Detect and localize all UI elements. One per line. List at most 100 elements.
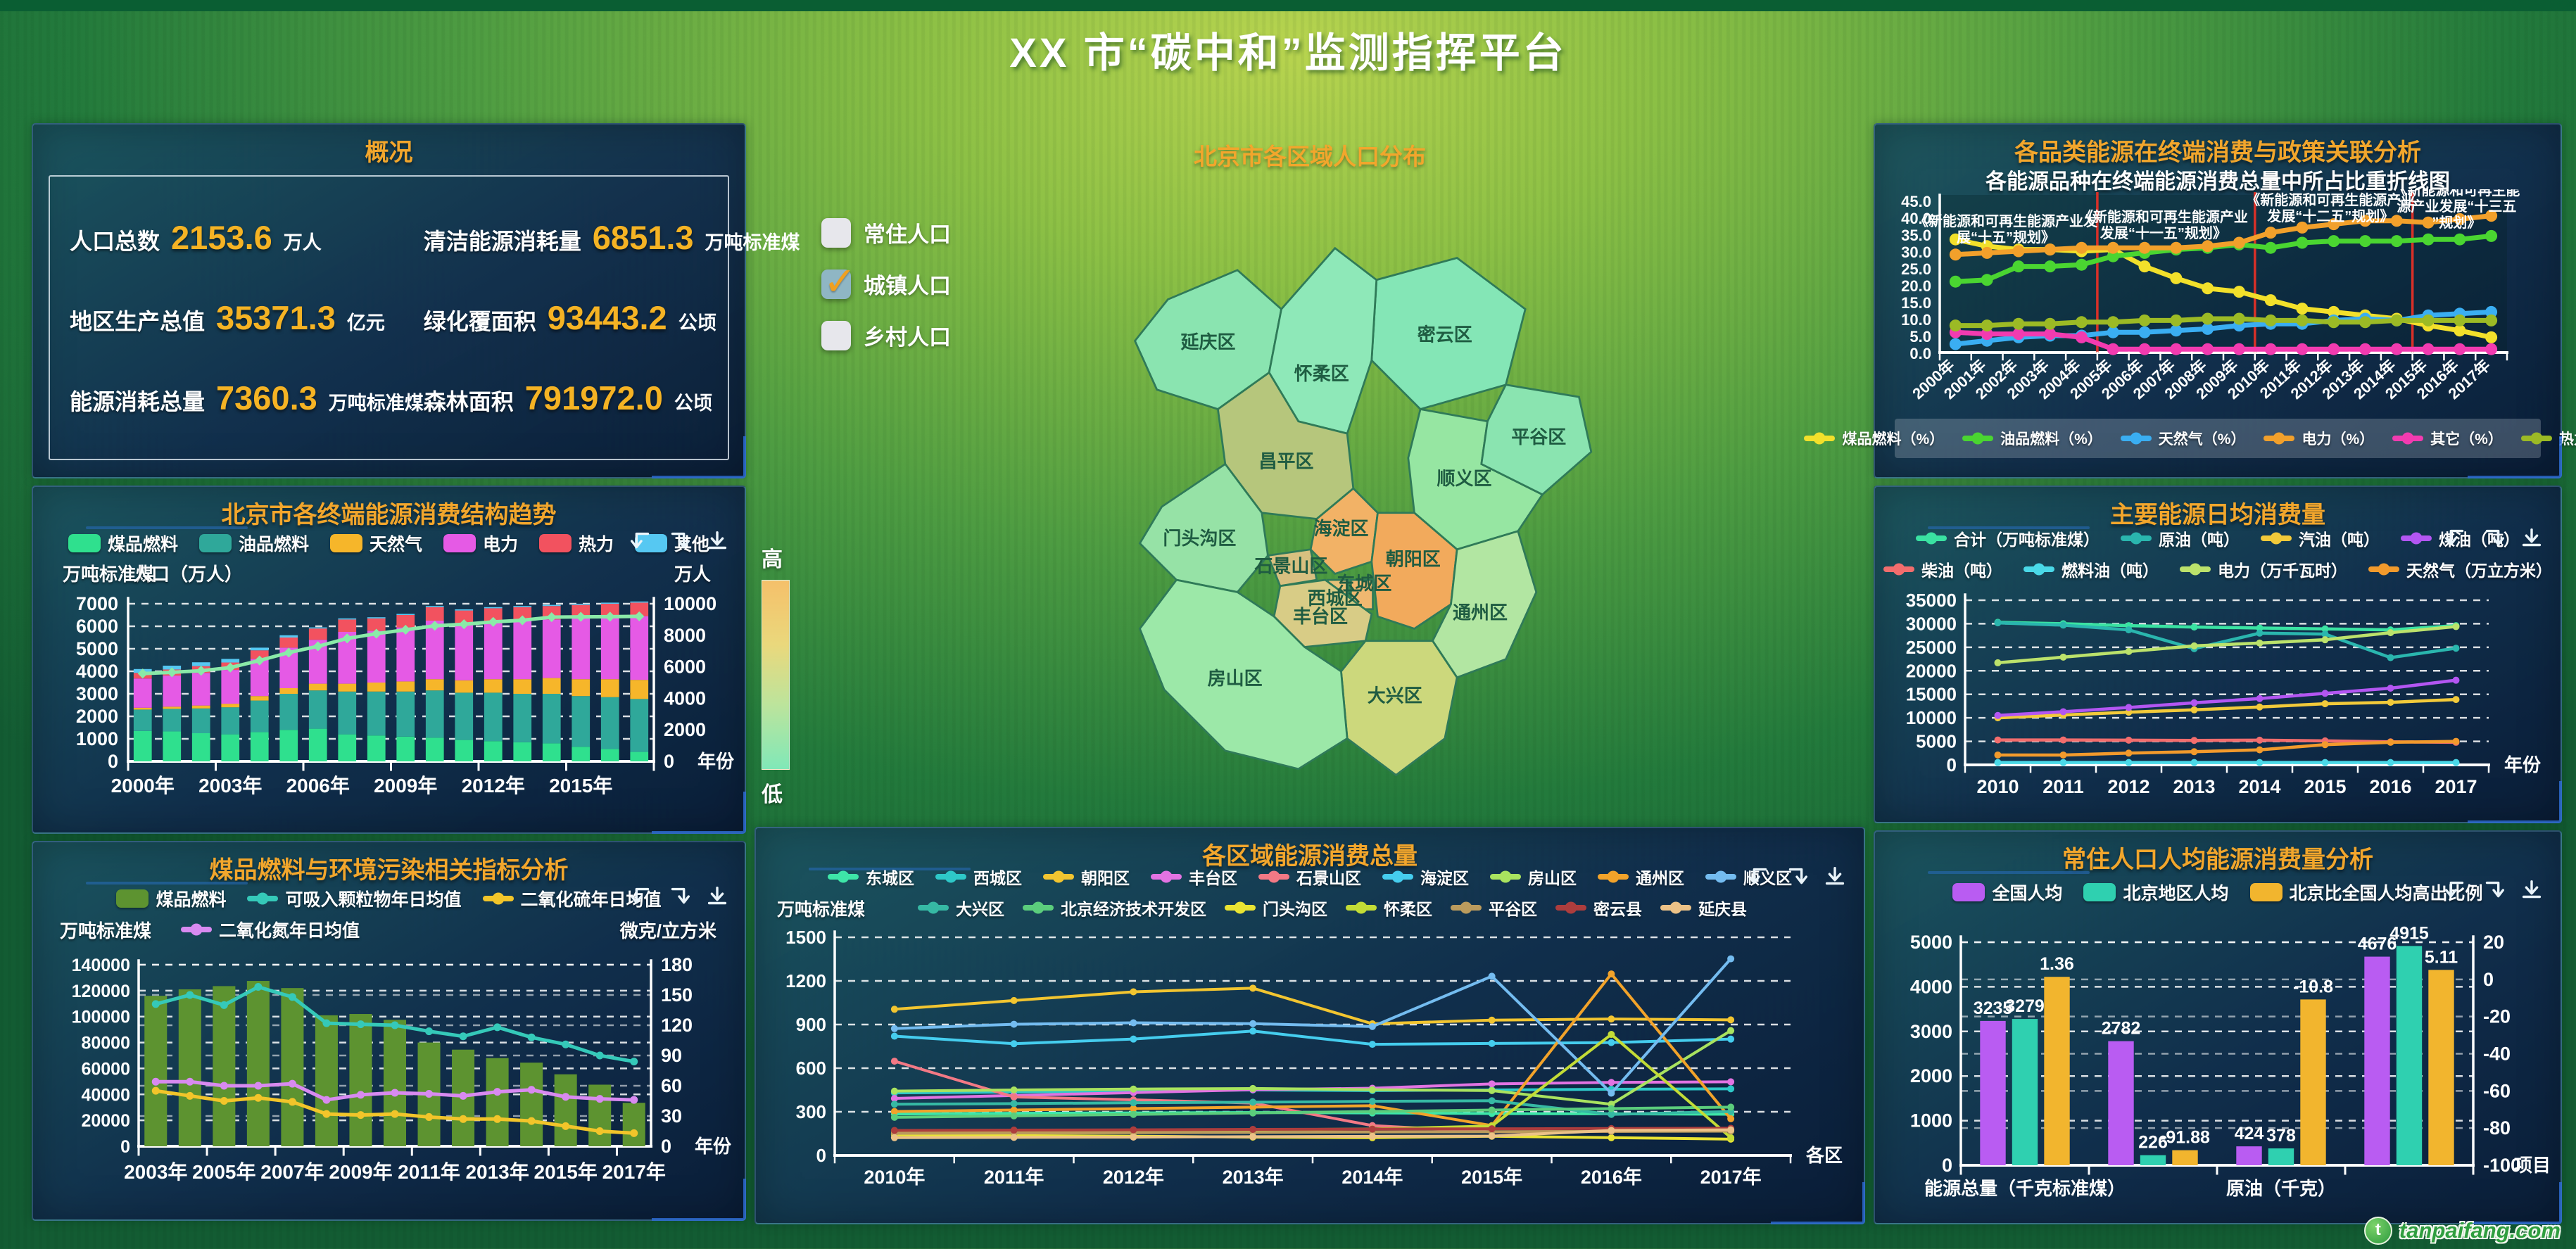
svg-text:2003年: 2003年 (124, 1160, 187, 1183)
legend-item[interactable]: 电力（%） (2264, 428, 2374, 449)
svg-text:2009年: 2009年 (374, 774, 437, 797)
restore-icon[interactable] (2480, 877, 2507, 904)
legend-item[interactable]: 北京地区人均 (2083, 880, 2229, 905)
save-as-image-icon[interactable] (1821, 863, 1848, 890)
save-as-image-icon[interactable] (704, 883, 731, 910)
decor-dash (86, 882, 248, 885)
legend-item[interactable]: 热力（%） (2520, 428, 2576, 449)
data-view-icon[interactable] (628, 528, 655, 554)
data-view-icon[interactable] (628, 883, 655, 910)
legend-item[interactable]: 天然气（%） (2120, 428, 2245, 449)
legend-item[interactable]: 密云县 (1555, 896, 1642, 920)
save-as-image-icon[interactable] (2518, 525, 2545, 552)
legend-item[interactable]: 煤油（吨） (2401, 526, 2520, 550)
legend-item[interactable]: 电力 (443, 531, 518, 556)
checkbox-rural-population[interactable]: ✓乡村人口 (821, 319, 951, 351)
svg-text:1.36: 1.36 (2040, 954, 2074, 974)
map-district[interactable] (1370, 512, 1458, 630)
legend-item[interactable]: 电力（万千瓦时） (2180, 557, 2347, 581)
legend-item[interactable]: 通州区 (1598, 865, 1684, 889)
legend-marker (1883, 563, 1914, 576)
legend-item[interactable]: 汽油（吨） (2261, 526, 2380, 550)
coal-pollution-chart[interactable]: 0 20000 40000 60000 80000 100000 120000 140000 0… (33, 948, 747, 1215)
save-as-image-icon[interactable] (704, 528, 731, 554)
legend-item[interactable]: 全国人均 (1952, 880, 2062, 905)
svg-text:各区: 各区 (1805, 1145, 1843, 1166)
coal-bar (622, 1103, 645, 1146)
map-district[interactable] (1138, 578, 1349, 771)
legend-item[interactable]: 二氧化氮年日均值 (181, 917, 360, 942)
checkbox-resident-population[interactable]: ✓常住人口 (821, 217, 951, 248)
restore-icon[interactable] (666, 528, 693, 554)
legend-item[interactable]: 东城区 (828, 865, 914, 889)
legend-item[interactable]: 煤品燃料 (116, 886, 226, 911)
legend-item[interactable]: 柴油（吨） (1883, 557, 2002, 581)
svg-text:0: 0 (108, 751, 118, 772)
stat-clean-energy: 清洁能源消耗量 6851.3 万吨标准煤 (423, 219, 800, 256)
terminal-energy-structure-chart[interactable]: 0100020003000400050006000700002000400060… (33, 585, 747, 832)
stacked-bar-segment (600, 604, 619, 618)
legend-item[interactable]: 延庆县 (1660, 896, 1747, 920)
stacked-bar-segment (484, 679, 503, 693)
legend-item[interactable]: 燃料油（吨） (2023, 557, 2159, 581)
data-view-icon[interactable] (2442, 877, 2469, 904)
svg-text:20: 20 (2483, 932, 2504, 953)
legend-item[interactable]: 门头沟区 (1225, 896, 1327, 920)
y-axis-name-left: 万吨标准煤 (60, 920, 152, 941)
map-district[interactable] (1266, 548, 1318, 588)
legend-item[interactable]: 丰台区 (1151, 865, 1237, 889)
population-map-section: 北京市各区域人口分布 ✓常住人口 ✓城镇人口 ✓乡村人口 高 低 延庆区 密云区怀… (755, 134, 1865, 820)
legend-item[interactable]: 天然气（万立方米） (2368, 557, 2552, 581)
legend-marker (1225, 901, 1256, 914)
legend-item[interactable]: 其它（%） (2392, 428, 2503, 449)
map-district[interactable] (1480, 383, 1593, 496)
legend-item[interactable]: 房山区 (1490, 865, 1577, 889)
stacked-bar-segment (572, 618, 591, 680)
legend-label: 柴油（吨） (1921, 562, 2002, 580)
stacked-bar-segment (163, 676, 182, 707)
gradient-bar (762, 580, 790, 770)
legend-item[interactable]: 北京经济技术开发区 (1023, 896, 1206, 920)
legend-item[interactable]: 油品燃料 (198, 531, 309, 556)
map-district[interactable] (1138, 462, 1269, 593)
save-as-image-icon[interactable] (2518, 877, 2545, 904)
legend-item[interactable]: 大兴区 (918, 896, 1004, 920)
legend-marker (2264, 432, 2295, 445)
legend-item[interactable]: 原油（吨） (2121, 526, 2240, 550)
legend-item[interactable]: 石景山区 (1258, 865, 1361, 889)
per-capita-chart[interactable]: 0 1000 2000 3000 4000 5000 20 0 -20 -40 -60 -80 -100… (1875, 918, 2563, 1220)
legend-item[interactable]: 天然气 (329, 531, 422, 556)
energy-share-chart[interactable]: 0.05.010.015.020.025.030.035.040.045.020… (1875, 189, 2563, 407)
legend-marker (1023, 901, 1054, 914)
data-view-icon[interactable] (2442, 525, 2469, 552)
stacked-bar-segment (600, 697, 619, 749)
legend-item[interactable]: 合计（万吨标准煤） (1916, 526, 2100, 550)
legend-item[interactable]: 可吸入颗粒物年日均值 (247, 886, 462, 911)
legend-item[interactable]: 海淀区 (1382, 865, 1469, 889)
legend-item[interactable]: 西城区 (935, 865, 1022, 889)
stacked-bar-segment (367, 683, 386, 692)
stacked-bar-segment (308, 690, 327, 729)
restore-icon[interactable] (2480, 525, 2507, 552)
checkbox-urban-population[interactable]: ✓ 城镇人口 (821, 259, 951, 303)
svg-text:3279: 3279 (2005, 996, 2045, 1016)
restore-icon[interactable] (1783, 863, 1810, 890)
data-view-icon[interactable] (1745, 863, 1772, 890)
stacked-bar-segment (630, 680, 649, 699)
legend-item[interactable]: 煤品燃料（%） (1804, 428, 1944, 449)
legend-item[interactable]: 怀柔区 (1346, 896, 1432, 920)
stacked-bar-segment (542, 678, 561, 694)
legend-item[interactable]: 热力 (539, 531, 614, 556)
legend-item[interactable]: 平谷区 (1451, 896, 1537, 920)
legend-item[interactable]: 煤品燃料 (68, 531, 178, 556)
panel-title: 各品类能源在终端消费与政策关联分析 (2014, 139, 2421, 166)
restore-icon[interactable] (666, 883, 693, 910)
district-energy-chart[interactable]: 0 300 600 900 1200 1500 2010年 2011年 2012年 2013年 20… (756, 923, 1867, 1226)
legend-item[interactable]: 油品燃料（%） (1962, 428, 2102, 449)
legend-item[interactable]: 朝阳区 (1043, 865, 1130, 889)
map-district[interactable] (1431, 530, 1538, 679)
map-district[interactable] (1340, 640, 1458, 777)
legend-label: 怀柔区 (1384, 900, 1432, 918)
